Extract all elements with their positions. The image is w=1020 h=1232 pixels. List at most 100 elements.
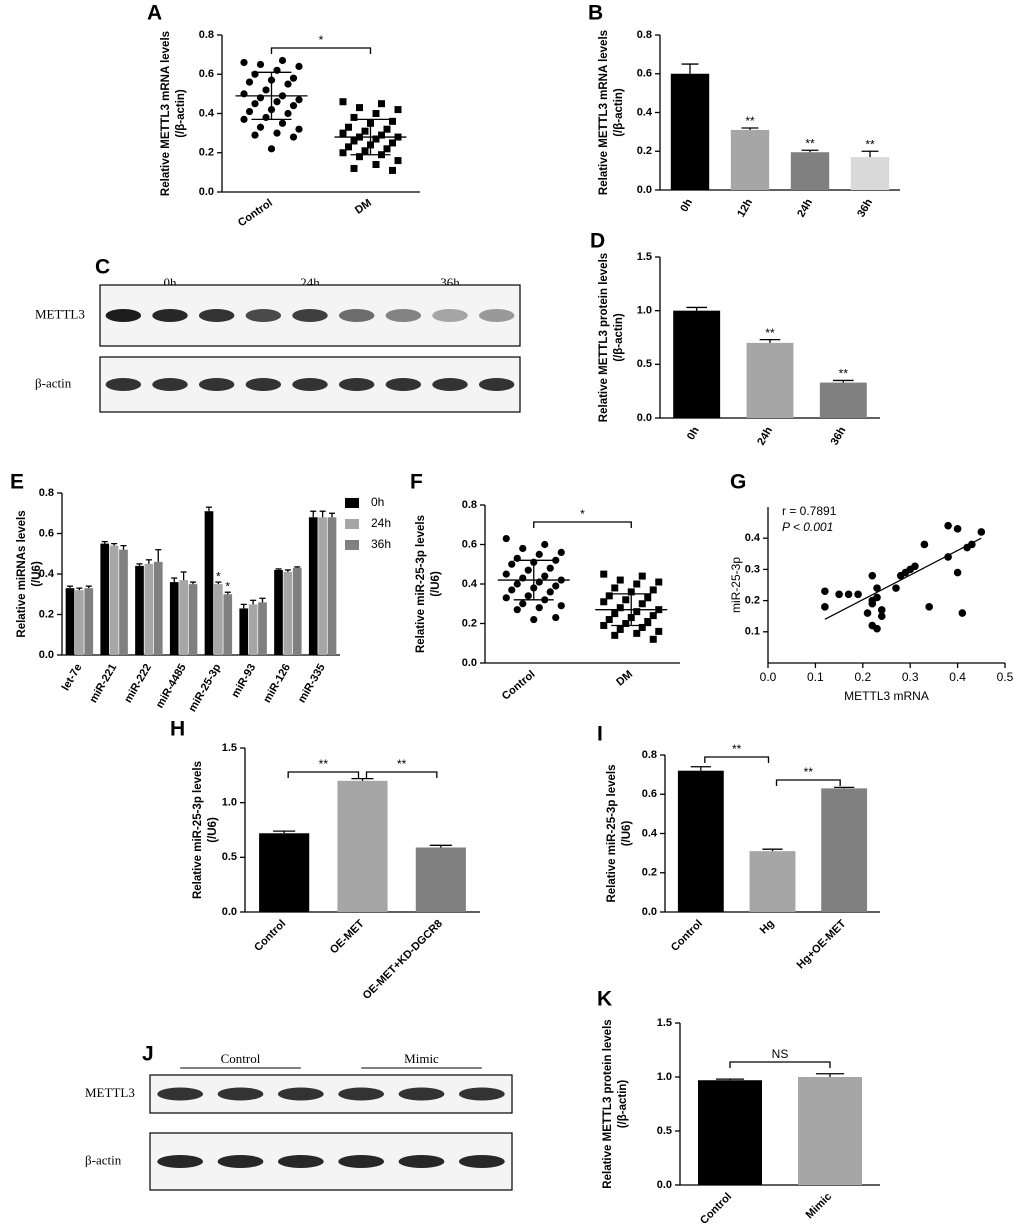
- data-point: [345, 143, 352, 151]
- bar: [698, 1080, 762, 1185]
- data-point: [911, 562, 919, 571]
- bar: [144, 563, 154, 655]
- x-tick-label: 0.4: [949, 670, 966, 684]
- data-point: [356, 153, 363, 161]
- lane-group-label: Control: [221, 1051, 261, 1066]
- x-tick-label: 0h: [678, 197, 695, 214]
- bar: [308, 517, 318, 655]
- data-point: [644, 618, 652, 626]
- blot-band: [245, 309, 282, 322]
- y-axis-label: Relative miRNAs levels: [16, 510, 28, 637]
- bar: [248, 604, 258, 655]
- data-point: [251, 100, 259, 108]
- data-point: [925, 603, 933, 611]
- y-tick-label: 1.0: [222, 797, 237, 809]
- data-point: [278, 56, 287, 65]
- y-tick-label: 0.2: [642, 867, 657, 879]
- blot-band: [217, 1155, 264, 1168]
- data-point: [944, 521, 952, 530]
- y-tick-label: 0.0: [637, 412, 652, 424]
- data-point: [295, 125, 303, 133]
- bar: [204, 511, 214, 655]
- y-tick-label: 0.8: [199, 29, 214, 41]
- data-point: [633, 629, 641, 637]
- bar: [318, 517, 327, 655]
- y-axis-label: Relative METTL3 protein levels: [598, 253, 610, 422]
- data-point: [655, 627, 663, 635]
- y-tick-label: 0.0: [657, 1179, 672, 1191]
- bar: [100, 543, 110, 655]
- x-tick-label: 0.2: [854, 670, 871, 684]
- y-tick-label: 0.6: [199, 68, 214, 80]
- data-point: [256, 60, 265, 69]
- blot-band: [152, 378, 188, 391]
- data-point: [378, 100, 385, 108]
- data-point: [958, 609, 967, 617]
- data-point: [546, 588, 554, 596]
- y-tick-label: 0.6: [462, 538, 477, 550]
- blot-band: [385, 309, 422, 322]
- data-point: [339, 149, 347, 157]
- bar: [274, 569, 283, 655]
- significance-label: **: [319, 757, 329, 771]
- data-point: [920, 540, 929, 549]
- significance-label: **: [397, 757, 407, 771]
- blot-band: [398, 1087, 445, 1101]
- y-tick-label: 0.4: [39, 568, 55, 580]
- bar: [223, 594, 233, 655]
- y-tick-label: 0.4: [199, 107, 215, 119]
- data-point: [502, 534, 510, 543]
- data-point: [552, 582, 560, 590]
- data-point: [372, 110, 380, 117]
- data-point: [502, 594, 510, 602]
- data-point: [600, 570, 608, 578]
- bar: [850, 157, 890, 190]
- legend-label: 24h: [371, 516, 391, 530]
- blot-band: [152, 309, 188, 322]
- y-tick-label: 1.0: [637, 305, 652, 317]
- bar: [169, 582, 179, 655]
- significance-label: *: [225, 579, 230, 593]
- y-tick-label: 0.5: [222, 851, 237, 863]
- significance-label: **: [745, 114, 755, 128]
- data-point: [383, 125, 391, 133]
- blot-panel: [149, 1132, 513, 1191]
- data-point: [953, 525, 962, 533]
- data-point: [524, 566, 532, 574]
- data-point: [877, 606, 886, 614]
- data-point: [844, 590, 853, 599]
- data-point: [524, 592, 532, 600]
- blot-band: [458, 1155, 505, 1168]
- blot-band: [198, 309, 235, 322]
- y-axis-label: Relative miR-25-3p levels: [192, 761, 204, 899]
- data-point: [394, 157, 402, 165]
- data-point: [389, 117, 396, 125]
- panel-letter: J: [142, 1043, 154, 1066]
- blot-band: [478, 378, 515, 391]
- data-point: [649, 635, 657, 643]
- y-axis-label: (/β-actin): [617, 1080, 629, 1129]
- data-point: [513, 606, 521, 614]
- data-point: [821, 603, 829, 611]
- y-axis-label: (/U6): [430, 571, 442, 597]
- panel-letter: B: [588, 2, 603, 25]
- data-point: [541, 572, 549, 580]
- bar: [65, 588, 75, 655]
- blot-band: [198, 378, 235, 391]
- data-point: [552, 613, 560, 622]
- y-tick-label: 0.5: [657, 1125, 672, 1137]
- y-tick-label: 0.2: [637, 145, 652, 157]
- data-point: [240, 58, 248, 67]
- lane-group-label: Mimic: [404, 1051, 439, 1066]
- bar: [153, 561, 163, 655]
- bar: [819, 382, 867, 418]
- data-point: [372, 161, 380, 169]
- bar: [730, 129, 770, 190]
- data-point: [350, 164, 358, 172]
- panel-letter: E: [10, 471, 24, 494]
- blot-band: [157, 1155, 204, 1168]
- significance-label: *: [216, 569, 221, 583]
- bar: [75, 590, 84, 655]
- row-label: β-actin: [35, 375, 72, 390]
